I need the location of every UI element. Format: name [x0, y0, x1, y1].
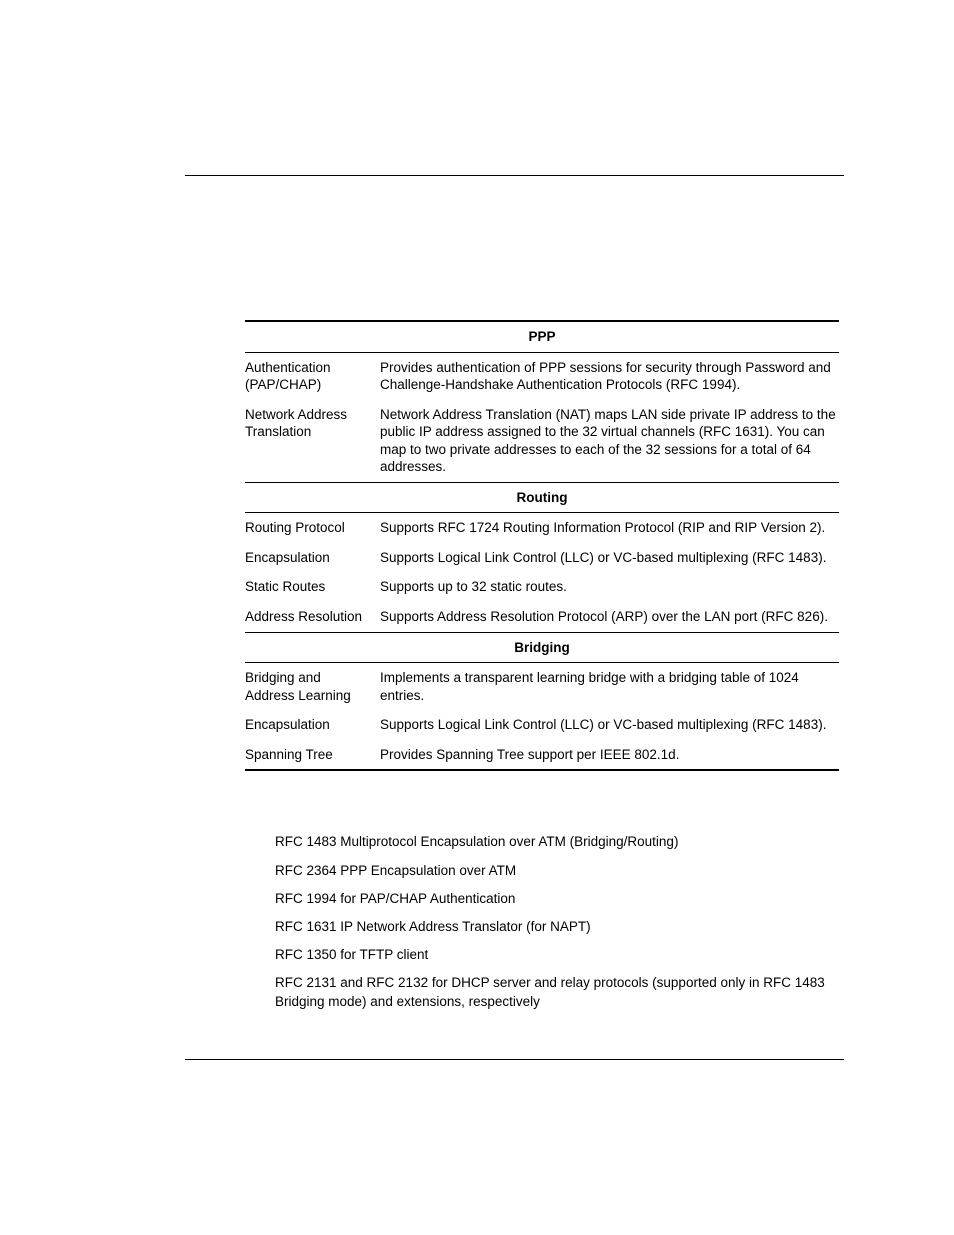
table-row: Encapsulation Supports Logical Link Cont…	[245, 543, 839, 573]
table-row: Network Address Translation Network Addr…	[245, 400, 839, 483]
row-desc: Provides authentication of PPP sessions …	[380, 352, 839, 400]
row-label: Address Resolution	[245, 602, 380, 632]
page-content: PPP Authentication (PAP/CHAP) Provides a…	[245, 320, 839, 1021]
row-label: Bridging and Address Learning	[245, 663, 380, 711]
rfc-item: RFC 1483 Multiprotocol Encapsulation ove…	[275, 833, 839, 851]
table-row: Authentication (PAP/CHAP) Provides authe…	[245, 352, 839, 400]
table-row: Encapsulation Supports Logical Link Cont…	[245, 710, 839, 740]
row-label: Authentication (PAP/CHAP)	[245, 352, 380, 400]
table-row: Routing Protocol Supports RFC 1724 Routi…	[245, 513, 839, 543]
section-header-text: Bridging	[245, 632, 839, 663]
rfc-item: RFC 2364 PPP Encapsulation over ATM	[275, 862, 839, 880]
rfc-item: RFC 1631 IP Network Address Translator (…	[275, 918, 839, 936]
table-row: Bridging and Address Learning Implements…	[245, 663, 839, 711]
footer-rule	[185, 1059, 844, 1060]
row-desc: Supports Address Resolution Protocol (AR…	[380, 602, 839, 632]
row-desc: Supports Logical Link Control (LLC) or V…	[380, 710, 839, 740]
table-row: Spanning Tree Provides Spanning Tree sup…	[245, 740, 839, 771]
row-desc: Implements a transparent learning bridge…	[380, 663, 839, 711]
table-row: Address Resolution Supports Address Reso…	[245, 602, 839, 632]
rfc-item: RFC 2131 and RFC 2132 for DHCP server an…	[275, 974, 839, 1010]
spec-table: PPP Authentication (PAP/CHAP) Provides a…	[245, 320, 839, 771]
row-label: Network Address Translation	[245, 400, 380, 483]
rfc-item: RFC 1350 for TFTP client	[275, 946, 839, 964]
row-desc: Provides Spanning Tree support per IEEE …	[380, 740, 839, 771]
table-row: Static Routes Supports up to 32 static r…	[245, 572, 839, 602]
row-label: Encapsulation	[245, 543, 380, 573]
row-desc: Network Address Translation (NAT) maps L…	[380, 400, 839, 483]
section-header-text: PPP	[245, 321, 839, 352]
row-label: Encapsulation	[245, 710, 380, 740]
row-label: Routing Protocol	[245, 513, 380, 543]
section-header-text: Routing	[245, 482, 839, 513]
rfc-list: RFC 1483 Multiprotocol Encapsulation ove…	[275, 833, 839, 1011]
row-label: Spanning Tree	[245, 740, 380, 771]
section-header-bridging: Bridging	[245, 632, 839, 663]
row-desc: Supports Logical Link Control (LLC) or V…	[380, 543, 839, 573]
rfc-item: RFC 1994 for PAP/CHAP Authentication	[275, 890, 839, 908]
row-label: Static Routes	[245, 572, 380, 602]
row-desc: Supports RFC 1724 Routing Information Pr…	[380, 513, 839, 543]
section-header-routing: Routing	[245, 482, 839, 513]
header-rule	[185, 175, 844, 176]
row-desc: Supports up to 32 static routes.	[380, 572, 839, 602]
section-header-ppp: PPP	[245, 321, 839, 352]
